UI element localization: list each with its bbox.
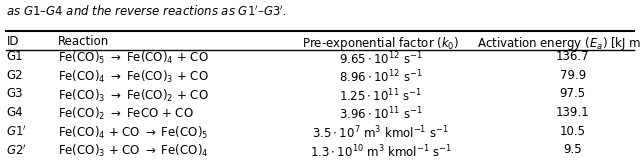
- Text: $3.96 \cdot 10^{11}$ s$^{-1}$: $3.96 \cdot 10^{11}$ s$^{-1}$: [339, 106, 422, 123]
- Text: Fe(CO)$_5$ $\rightarrow$ Fe(CO)$_4$ + CO: Fe(CO)$_5$ $\rightarrow$ Fe(CO)$_4$ + CO: [58, 50, 208, 66]
- Text: Fe(CO)$_2$ $\rightarrow$ FeCO + CO: Fe(CO)$_2$ $\rightarrow$ FeCO + CO: [58, 106, 193, 122]
- Text: Reaction: Reaction: [58, 35, 109, 48]
- Text: as $G1 – G4$ and the reverse reactions as $G1' – G3'$.: as $G1 – G4$ and the reverse reactions a…: [6, 5, 287, 19]
- Text: $G2'$: $G2'$: [6, 143, 28, 158]
- Text: $8.96 \cdot 10^{12}$ s$^{-1}$: $8.96 \cdot 10^{12}$ s$^{-1}$: [339, 69, 422, 85]
- Text: $1.3 \cdot 10^{10}$ m$^3$ kmol$^{-1}$ s$^{-1}$: $1.3 \cdot 10^{10}$ m$^3$ kmol$^{-1}$ s$…: [310, 143, 452, 160]
- Text: 9.5: 9.5: [563, 143, 582, 156]
- Text: $1.25 \cdot 10^{11}$ s$^{-1}$: $1.25 \cdot 10^{11}$ s$^{-1}$: [339, 87, 422, 104]
- Text: $9.65 \cdot 10^{12}$ s$^{-1}$: $9.65 \cdot 10^{12}$ s$^{-1}$: [339, 50, 422, 67]
- Text: Fe(CO)$_3$ $\rightarrow$ Fe(CO)$_2$ + CO: Fe(CO)$_3$ $\rightarrow$ Fe(CO)$_2$ + CO: [58, 87, 208, 104]
- Text: $3.5 \cdot 10^{7}$ m$^3$ kmol$^{-1}$ s$^{-1}$: $3.5 \cdot 10^{7}$ m$^3$ kmol$^{-1}$ s$^…: [312, 125, 449, 141]
- Text: G4: G4: [6, 106, 23, 119]
- Text: 10.5: 10.5: [560, 125, 586, 138]
- Text: Activation energy ($E_a$) [kJ mol$^{-1}$]: Activation energy ($E_a$) [kJ mol$^{-1}$…: [477, 35, 640, 54]
- Text: Fe(CO)$_4$ + CO $\rightarrow$ Fe(CO)$_5$: Fe(CO)$_4$ + CO $\rightarrow$ Fe(CO)$_5$: [58, 125, 208, 141]
- Text: 97.5: 97.5: [560, 87, 586, 100]
- Text: 139.1: 139.1: [556, 106, 589, 119]
- Text: 79.9: 79.9: [559, 69, 586, 82]
- Text: G2: G2: [6, 69, 23, 82]
- Text: $G1'$: $G1'$: [6, 125, 28, 139]
- Text: Pre-exponential factor ($k_0$): Pre-exponential factor ($k_0$): [302, 35, 460, 52]
- Text: 136.7: 136.7: [556, 50, 589, 63]
- Text: ID: ID: [6, 35, 19, 48]
- Text: Fe(CO)$_4$ $\rightarrow$ Fe(CO)$_3$ + CO: Fe(CO)$_4$ $\rightarrow$ Fe(CO)$_3$ + CO: [58, 69, 208, 85]
- Text: G1: G1: [6, 50, 23, 63]
- Text: G3: G3: [6, 87, 23, 100]
- Text: Fe(CO)$_3$ + CO $\rightarrow$ Fe(CO)$_4$: Fe(CO)$_3$ + CO $\rightarrow$ Fe(CO)$_4$: [58, 143, 208, 159]
